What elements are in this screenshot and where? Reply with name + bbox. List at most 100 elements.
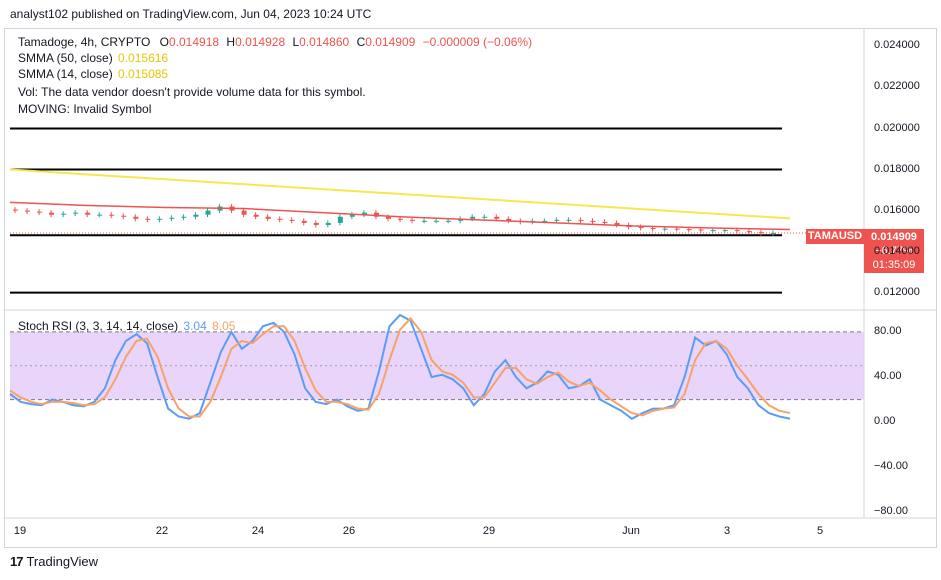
stoch-axis-tick: −40.00 bbox=[874, 460, 908, 473]
candle-body bbox=[253, 214, 259, 217]
candle-body bbox=[121, 215, 127, 217]
candle-body bbox=[710, 230, 716, 232]
candle-body bbox=[205, 210, 211, 215]
legend-smma14-value: 0.015085 bbox=[118, 67, 169, 81]
legend-volume-note: Vol: The data vendor doesn't provide vol… bbox=[18, 85, 366, 99]
candle-body bbox=[181, 216, 187, 218]
legend-smma50: SMMA (50, close) 0.015616 bbox=[18, 50, 168, 66]
candle-body bbox=[470, 216, 476, 219]
tradingview-footer[interactable]: 17 TradingView bbox=[10, 554, 98, 569]
candle-body bbox=[145, 218, 151, 220]
candle-body bbox=[506, 218, 512, 221]
candle-body bbox=[422, 220, 428, 222]
candle-body bbox=[385, 216, 391, 219]
candle-body bbox=[662, 228, 668, 230]
candle-body bbox=[722, 230, 728, 232]
legend-stoch: Stoch RSI (3, 3, 14, 14, close) 3.04 8.0… bbox=[18, 318, 235, 334]
candle-body bbox=[349, 214, 355, 217]
stoch-axis-tick: 80.00 bbox=[874, 324, 902, 337]
candle-body bbox=[97, 214, 103, 216]
legend-close-label: C bbox=[356, 35, 366, 49]
candle-body bbox=[37, 211, 43, 213]
candle-body bbox=[133, 216, 139, 219]
price-axis-tick: 0.012000 bbox=[874, 285, 920, 298]
candle-body bbox=[301, 220, 307, 223]
candle-body bbox=[494, 216, 500, 219]
legend-smma14: SMMA (14, close) 0.015085 bbox=[18, 66, 168, 82]
legend-symbol-line: Tamadoge, 4h, CRYPTO O0.014918 H0.014928… bbox=[18, 34, 532, 50]
candle-body bbox=[566, 219, 572, 221]
stoch-axis-tick: 40.00 bbox=[874, 370, 902, 383]
price-axis-tick: 0.014000 bbox=[874, 244, 920, 257]
candle-body bbox=[25, 210, 31, 212]
candle-body bbox=[49, 212, 55, 215]
time-axis-tick: 26 bbox=[342, 525, 356, 537]
smma14-line bbox=[9, 201, 791, 231]
candle-body bbox=[241, 210, 247, 215]
candle-body bbox=[602, 221, 608, 223]
candle-body bbox=[770, 232, 776, 234]
time-axis-tick: Jun bbox=[622, 525, 640, 537]
candle-body bbox=[265, 216, 271, 219]
time-axis-tick: 29 bbox=[482, 525, 496, 537]
price-axis-tick: 0.024000 bbox=[874, 39, 920, 52]
legend-smma14-label: SMMA (14, close) bbox=[18, 67, 113, 81]
candle-body bbox=[73, 212, 79, 214]
candle-body bbox=[373, 212, 379, 217]
candle-body bbox=[638, 227, 644, 229]
candle-body bbox=[193, 214, 199, 217]
time-axis-tick: 19 bbox=[13, 525, 27, 537]
price-axis-tick: 0.022000 bbox=[874, 80, 920, 93]
candle-body bbox=[650, 228, 656, 230]
price-axis-tick: 0.016000 bbox=[874, 203, 920, 216]
candle-body bbox=[758, 232, 764, 234]
candle-body bbox=[578, 219, 584, 221]
legend-stoch-d: 8.05 bbox=[212, 319, 236, 333]
candle-body bbox=[434, 220, 440, 222]
time-axis-tick: 3 bbox=[723, 525, 731, 537]
legend-symbol: Tamadoge, 4h, CRYPTO bbox=[18, 35, 151, 49]
price-axis-tick: 0.020000 bbox=[874, 121, 920, 134]
legend-close-value: 0.014909 bbox=[365, 35, 416, 49]
candle-body bbox=[325, 222, 331, 225]
candle-body bbox=[169, 217, 175, 219]
candle-body bbox=[157, 218, 163, 220]
stoch-axis-tick: 0.00 bbox=[874, 415, 896, 428]
candle-body bbox=[61, 213, 67, 215]
legend-stoch-k: 3.04 bbox=[183, 319, 207, 333]
legend-change: −0.000009 (−0.06%) bbox=[422, 35, 533, 49]
legend-smma50-label: SMMA (50, close) bbox=[18, 51, 113, 65]
price-axis-tick: 0.018000 bbox=[874, 162, 920, 175]
chart-frame bbox=[4, 28, 937, 548]
bar-countdown: 01:35:09 bbox=[872, 259, 916, 271]
tradingview-brand: TradingView bbox=[26, 554, 99, 569]
legend-high-value: 0.014928 bbox=[235, 35, 286, 49]
candle-body bbox=[686, 229, 692, 231]
smma50-line bbox=[9, 168, 791, 220]
candle-body bbox=[734, 230, 740, 232]
tradingview-logo-icon: 17 bbox=[10, 554, 24, 569]
candle-body bbox=[698, 229, 704, 231]
time-axis-tick: 5 bbox=[816, 525, 824, 537]
candle-body bbox=[410, 219, 416, 221]
candle-body bbox=[542, 220, 548, 222]
last-change-pct: −6.77% bbox=[875, 245, 913, 257]
candle-body bbox=[85, 212, 91, 215]
candle-body bbox=[277, 218, 283, 220]
stoch-d-line bbox=[9, 316, 791, 418]
candle-body bbox=[398, 218, 403, 220]
last-price-box: 0.014909 −6.77% 01:35:09 bbox=[864, 229, 924, 273]
attribution: analyst102 published on TradingView.com,… bbox=[10, 7, 372, 21]
candle-body bbox=[482, 216, 488, 218]
time-axis-tick: 24 bbox=[251, 525, 265, 537]
candle-body bbox=[109, 214, 115, 216]
time-axis-tick: 22 bbox=[155, 525, 169, 537]
symbol-price-tag: TAMAUSD bbox=[806, 229, 864, 244]
stoch-axis-tick: −80.00 bbox=[874, 505, 908, 518]
candle-body bbox=[746, 231, 752, 233]
candle-body bbox=[337, 216, 343, 223]
legend-open-label: O bbox=[159, 35, 169, 49]
candle-body bbox=[554, 219, 560, 221]
candle-body bbox=[361, 212, 367, 215]
